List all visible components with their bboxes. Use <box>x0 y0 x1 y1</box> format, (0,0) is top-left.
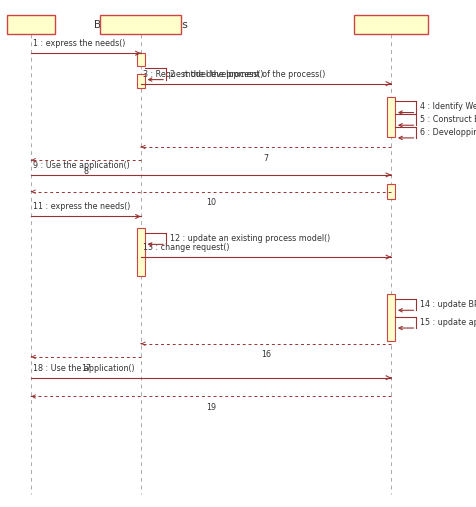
Text: 13 : change request(): 13 : change request() <box>143 243 229 252</box>
Text: 16: 16 <box>260 350 270 359</box>
Text: 11 : express the needs(): 11 : express the needs() <box>33 202 130 211</box>
Bar <box>387 184 394 199</box>
Bar <box>137 53 144 66</box>
Text: Developer: Developer <box>364 20 417 30</box>
Bar <box>387 97 394 137</box>
Text: 9 : Use the application(): 9 : Use the application() <box>33 161 130 170</box>
Bar <box>387 294 394 341</box>
Bar <box>137 74 144 88</box>
Text: Business Analysts: Business Analysts <box>94 20 187 30</box>
Text: 17: 17 <box>80 364 91 373</box>
Text: 4 : Identify Web Services for each activity(): 4 : Identify Web Services for each activ… <box>419 102 476 112</box>
Text: 15 : update application(): 15 : update application() <box>419 318 476 327</box>
Text: 7: 7 <box>263 154 268 163</box>
Text: 5 : Construct BPEL script(): 5 : Construct BPEL script() <box>419 115 476 124</box>
Bar <box>353 15 427 34</box>
Text: 2 : model the process(): 2 : model the process() <box>169 69 263 79</box>
Text: 14 : update BPEL(): 14 : update BPEL() <box>419 300 476 309</box>
Bar <box>137 228 144 276</box>
Text: 3 : Request the development of the process(): 3 : Request the development of the proce… <box>143 69 325 79</box>
Text: user: user <box>20 20 42 30</box>
Text: 8: 8 <box>83 167 88 176</box>
Bar <box>7 15 55 34</box>
Text: 18 : Use the application(): 18 : Use the application() <box>33 364 135 373</box>
Text: 19: 19 <box>206 403 216 412</box>
Text: 10: 10 <box>206 198 216 207</box>
Text: 6 : Developping the whole application(): 6 : Developping the whole application() <box>419 128 476 137</box>
Bar <box>100 15 181 34</box>
Text: 1 : express the needs(): 1 : express the needs() <box>33 39 126 48</box>
Text: 12 : update an existing process model(): 12 : update an existing process model() <box>169 234 329 243</box>
